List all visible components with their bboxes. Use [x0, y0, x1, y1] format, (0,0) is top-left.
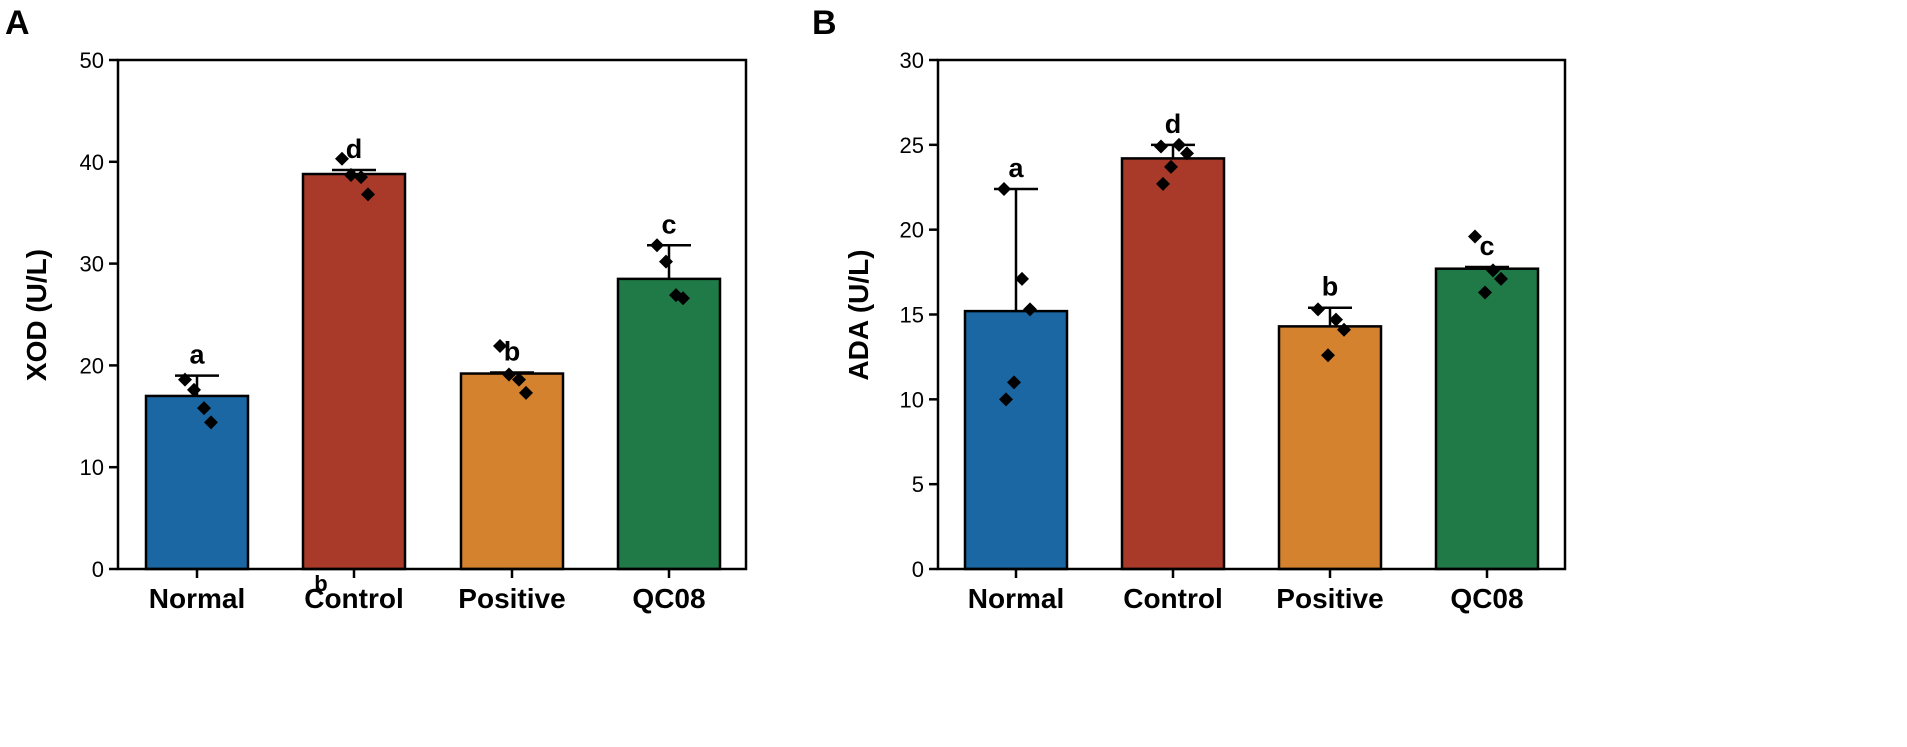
y-tick-label: 0 [92, 557, 104, 582]
data-point [1478, 285, 1492, 300]
significance-letter: b [1322, 272, 1339, 302]
data-point [354, 170, 368, 185]
x-tick-label-qc08: QC08 [1450, 583, 1523, 614]
data-point [1337, 322, 1351, 337]
data-point [344, 168, 358, 183]
y-tick-label: 30 [900, 48, 924, 73]
bar-qc08 [616, 277, 722, 571]
data-point [1486, 263, 1500, 278]
y-tick-label: 15 [900, 303, 924, 328]
bar-normal [144, 394, 250, 571]
data-point [335, 151, 349, 166]
y-tick-label: 10 [900, 387, 924, 412]
data-point [1180, 146, 1194, 161]
data-point [1321, 348, 1335, 363]
y-axis-title-b: ADA (U/L) [843, 249, 874, 380]
data-point [1164, 159, 1178, 174]
data-point [502, 367, 516, 382]
data-point [1156, 176, 1170, 191]
significance-letter: d [346, 134, 363, 164]
bar-qc08 [1434, 267, 1540, 571]
marks-a: a d b c 0 10 20 30 40 50 Normal Control Positive QC08 [80, 48, 748, 614]
significance-letter: d [1165, 109, 1182, 139]
x-tick-label-positive: Positive [458, 583, 565, 614]
x-tick-label-normal: Normal [149, 583, 245, 614]
panel-a: A XOD (U/L) a d b c 0 10 20 30 40 50 Normal Control… [5, 4, 748, 614]
panel-letter-b: B [812, 4, 837, 42]
bar-positive [459, 372, 565, 571]
data-point [997, 181, 1011, 196]
bar-control [1120, 157, 1226, 571]
bar-normal [963, 309, 1069, 571]
significance-letter: c [661, 209, 676, 239]
y-tick-label: 50 [80, 48, 104, 73]
data-point [1172, 137, 1186, 152]
data-point [999, 392, 1013, 407]
x-tick-label-control: Control [1123, 583, 1223, 614]
bar-positive [1277, 325, 1383, 571]
data-point [1494, 271, 1508, 286]
marks-b: a d b c 0 5 10 15 20 25 30 Normal Control Positive QC0… [900, 48, 1567, 614]
y-tick-label: 20 [900, 218, 924, 243]
x-tick-label-control: Control [304, 583, 404, 614]
significance-letter: b [504, 337, 521, 367]
axes-frame [116, 58, 748, 571]
stray-annotation-a: b [314, 571, 327, 596]
data-point [1015, 271, 1029, 286]
data-point [676, 291, 690, 306]
data-point [493, 339, 507, 354]
y-tick-label: 0 [912, 557, 924, 582]
data-point [519, 385, 533, 400]
panel-letter-a: A [5, 4, 30, 42]
data-point [650, 238, 664, 253]
significance-letter: a [189, 340, 205, 370]
y-tick-label: 40 [80, 150, 104, 175]
data-point [1023, 302, 1037, 317]
bar-control [301, 172, 407, 571]
data-point [1468, 229, 1482, 244]
data-point [178, 372, 192, 387]
data-point [204, 415, 218, 430]
x-tick-label-qc08: QC08 [632, 583, 705, 614]
data-point [512, 372, 526, 387]
y-tick-label: 30 [80, 252, 104, 277]
significance-letter: a [1008, 153, 1024, 183]
data-point [361, 187, 375, 202]
x-tick-label-positive: Positive [1276, 583, 1383, 614]
data-point [187, 382, 201, 397]
y-axis-title-a: XOD (U/L) [21, 249, 52, 381]
y-tick-label: 5 [912, 472, 924, 497]
x-tick-label-normal: Normal [968, 583, 1064, 614]
significance-letter: c [1479, 231, 1494, 261]
data-point [197, 401, 211, 416]
data-point [1154, 139, 1168, 154]
data-point [1007, 375, 1021, 390]
data-point [659, 254, 673, 269]
y-tick-label: 10 [80, 455, 104, 480]
y-tick-label: 25 [900, 133, 924, 158]
data-point [1311, 302, 1325, 317]
panel-b: B ADA (U/L) a d b c 0 5 10 15 20 25 30 Normal Contro… [812, 4, 1567, 614]
data-point [1329, 312, 1343, 327]
y-tick-label: 20 [80, 353, 104, 378]
